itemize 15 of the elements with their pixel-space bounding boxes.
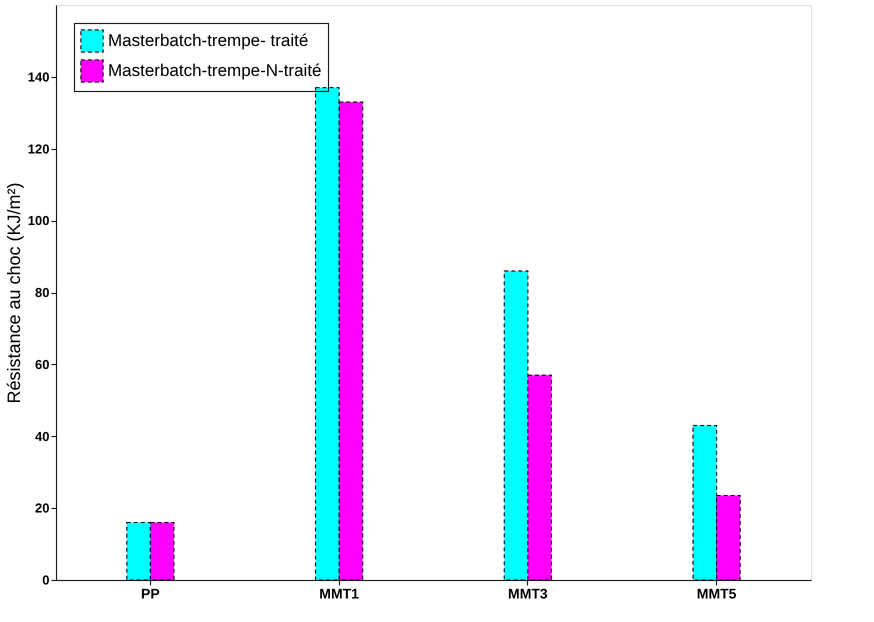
y-tick-label: 100 bbox=[28, 213, 50, 228]
y-tick-label: 0 bbox=[42, 572, 50, 588]
legend-label: Masterbatch-trempe- traité bbox=[108, 31, 308, 50]
y-tick-label: 120 bbox=[28, 141, 50, 156]
y-tick-label: 40 bbox=[35, 428, 50, 444]
y-tick-label: 140 bbox=[28, 69, 50, 84]
x-tick-label: MMT1 bbox=[319, 586, 360, 602]
y-tick-label: 20 bbox=[35, 500, 50, 516]
x-tick-label: MMT5 bbox=[696, 586, 737, 602]
y-tick-label: 80 bbox=[35, 285, 50, 300]
legend-label: Masterbatch-trempe-N-traité bbox=[108, 61, 322, 80]
x-tick-label: MMT3 bbox=[508, 586, 548, 602]
x-tick-label: PP bbox=[141, 586, 160, 602]
y-axis-title: Résistance au choc (KJ/m²) bbox=[4, 182, 24, 404]
y-tick-label: 60 bbox=[35, 356, 50, 372]
